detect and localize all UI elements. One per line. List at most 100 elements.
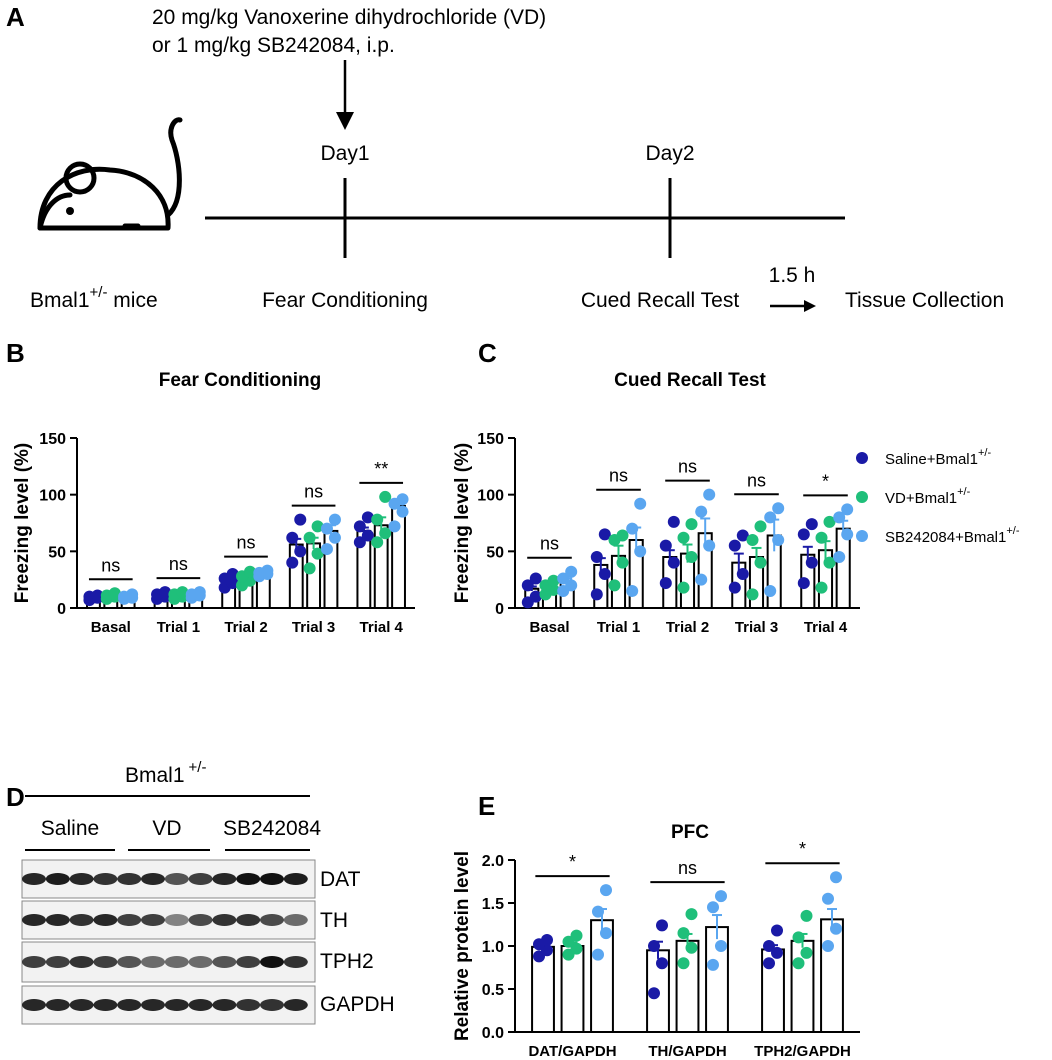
blot-band xyxy=(260,956,284,968)
blot-band xyxy=(45,956,70,968)
y-tick-label: 0 xyxy=(495,601,504,618)
blot-band xyxy=(69,873,94,885)
data-point xyxy=(616,529,629,542)
data-point xyxy=(591,948,604,961)
blot-band xyxy=(45,914,70,926)
blot-band xyxy=(164,914,189,926)
y-tick-label: 150 xyxy=(39,431,66,448)
data-point xyxy=(771,924,784,937)
data-point xyxy=(823,556,836,569)
mice-name: Bmal1 xyxy=(30,289,90,312)
data-point xyxy=(714,940,727,952)
blot-band xyxy=(212,914,237,926)
data-point xyxy=(361,511,374,524)
significance-label: ns xyxy=(678,457,697,477)
blot-band xyxy=(164,873,189,885)
data-point xyxy=(521,579,534,592)
significance-label: ns xyxy=(747,470,766,490)
data-point xyxy=(108,587,121,600)
blot-band xyxy=(141,914,165,926)
step-label: Cued Recall Test xyxy=(581,289,740,312)
x-tick-label: Trial 2 xyxy=(666,619,709,636)
data-point xyxy=(320,522,333,535)
data-point xyxy=(685,518,698,531)
data-point xyxy=(565,565,578,578)
data-point xyxy=(547,574,560,587)
x-tick-label: Trial 3 xyxy=(292,619,335,636)
treatment-text: 20 mg/kg Vanoxerine dihydrochloride (VD) xyxy=(152,6,546,29)
blot-panel xyxy=(21,859,316,1025)
y-tick-label: 100 xyxy=(39,488,66,505)
data-point xyxy=(599,927,612,940)
blot-band xyxy=(22,873,46,885)
data-point xyxy=(379,490,392,503)
data-point xyxy=(667,515,680,528)
data-point xyxy=(328,531,341,544)
data-point xyxy=(353,536,366,549)
panel-label: B xyxy=(6,338,25,368)
data-point xyxy=(833,551,846,563)
data-point xyxy=(396,493,409,506)
chart-title: PFC xyxy=(671,822,709,843)
data-point xyxy=(379,527,392,540)
y-tick-label: 1.0 xyxy=(482,939,504,956)
blot-band xyxy=(117,956,142,968)
data-point xyxy=(736,529,749,542)
data-point xyxy=(193,586,206,599)
blot-band xyxy=(260,999,284,1011)
data-point xyxy=(261,564,274,577)
data-point xyxy=(226,568,239,580)
blot-band xyxy=(22,914,46,926)
y-tick-label: 50 xyxy=(486,544,504,561)
blot-band xyxy=(236,956,261,968)
blot-band xyxy=(236,914,261,926)
data-point xyxy=(771,946,784,959)
blot-band xyxy=(188,956,213,968)
interval-label: 1.5 h xyxy=(769,264,816,287)
chart-title: Fear Conditioning xyxy=(159,370,322,391)
data-point xyxy=(797,528,810,541)
data-point xyxy=(320,543,333,556)
blot-band xyxy=(93,956,118,968)
blot-band xyxy=(260,914,284,926)
data-point xyxy=(565,579,578,592)
data-point xyxy=(311,520,324,533)
data-point xyxy=(557,572,570,585)
blot-band xyxy=(45,999,70,1011)
data-point xyxy=(529,572,542,585)
arrow-head xyxy=(804,300,816,312)
data-point xyxy=(685,908,698,921)
significance-label: ns xyxy=(678,858,697,878)
data-point xyxy=(667,556,680,569)
data-point xyxy=(754,520,767,533)
day-label: Day2 xyxy=(645,142,694,165)
significance-label: ns xyxy=(540,534,559,554)
data-point xyxy=(126,588,139,601)
data-point xyxy=(746,534,759,546)
significance-label: ** xyxy=(374,459,388,479)
data-point xyxy=(570,929,583,942)
group-label: Bmal1 +/- xyxy=(125,759,206,787)
group-name: Bmal1 xyxy=(125,764,185,787)
mice-suffix: mice xyxy=(107,289,157,312)
blot-band xyxy=(212,956,237,968)
blot-band xyxy=(188,999,213,1011)
data-point xyxy=(634,497,647,510)
data-point xyxy=(294,545,307,558)
data-point xyxy=(800,946,813,959)
panel-label: C xyxy=(478,338,497,368)
data-point xyxy=(823,515,836,528)
legend-name: VD+Bmal1 xyxy=(885,490,957,507)
data-point xyxy=(833,511,846,524)
y-axis-label: Relative protein level xyxy=(452,851,473,1041)
data-point xyxy=(677,581,690,594)
data-point xyxy=(286,556,299,569)
blot-group: VD xyxy=(152,817,181,840)
y-tick-label: 0.0 xyxy=(482,1025,504,1042)
blot-band xyxy=(45,873,70,885)
data-point xyxy=(529,590,542,603)
blot-band xyxy=(212,999,237,1011)
blot-band xyxy=(212,873,237,885)
data-point xyxy=(695,505,708,518)
panel-label: A xyxy=(6,2,25,32)
